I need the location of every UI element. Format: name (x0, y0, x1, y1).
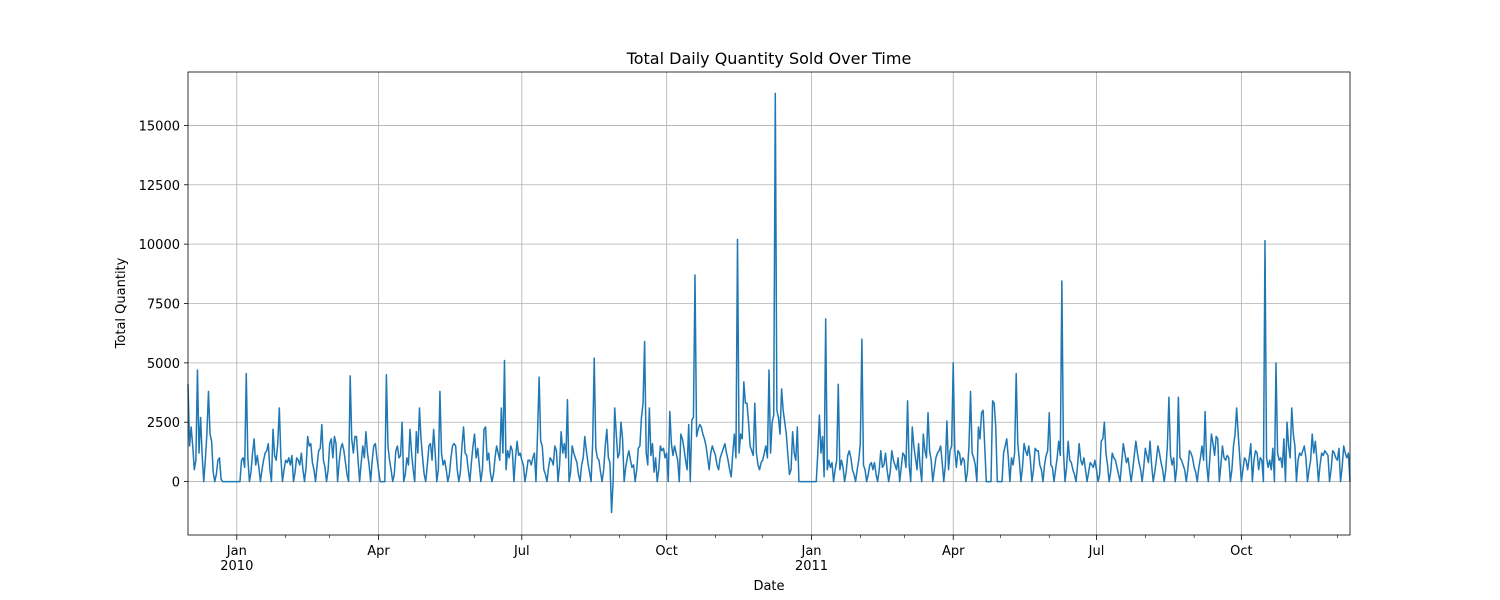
y-tick-label: 12500 (139, 179, 180, 194)
series-layer (187, 92, 1351, 514)
x-tick-label: Jan (800, 544, 821, 559)
y-tick-label: 7500 (147, 298, 180, 313)
x-tick-year-label: 2010 (220, 559, 253, 574)
x-tick-label: Apr (942, 544, 965, 559)
y-tick-label: 2500 (147, 416, 180, 431)
y-tick-label: 15000 (139, 119, 180, 134)
x-tick-year-label: 2011 (795, 559, 828, 574)
y-axis-label: Total Quantity (114, 257, 129, 349)
x-tick-label: Apr (367, 544, 390, 559)
chart-title: Total Daily Quantity Sold Over Time (626, 49, 912, 68)
x-tick-label: Oct (1230, 544, 1252, 559)
grid-lines (188, 72, 1350, 535)
y-tick-label: 10000 (139, 238, 180, 253)
y-tick-label: 5000 (147, 357, 180, 372)
x-tick-label: Jan (226, 544, 247, 559)
x-axis-label: Date (753, 579, 784, 594)
series-line (187, 92, 1351, 514)
x-tick-label: Jul (1088, 544, 1105, 559)
x-tick-label: Oct (655, 544, 677, 559)
x-tick-label: Jul (513, 544, 530, 559)
y-tick-label: 0 (172, 476, 180, 491)
